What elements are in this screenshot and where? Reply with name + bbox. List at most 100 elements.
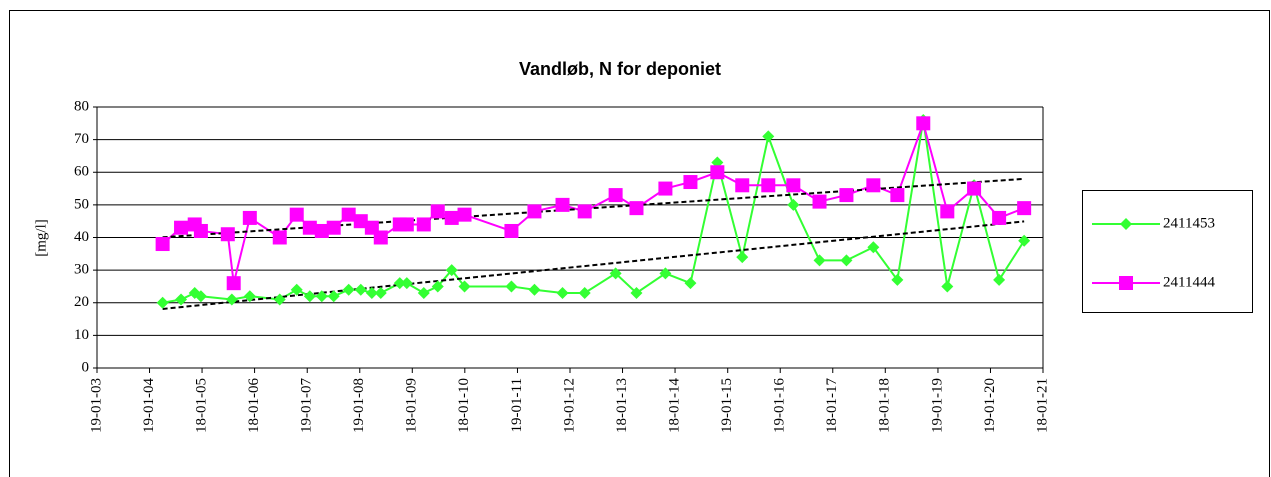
- data-point: [505, 280, 518, 293]
- data-point: [341, 207, 356, 222]
- data-point: [762, 130, 775, 143]
- x-tick-label: 19-01-15: [719, 378, 735, 433]
- data-point: [194, 290, 207, 303]
- data-point: [327, 290, 340, 303]
- data-point: [710, 165, 725, 180]
- data-point: [353, 214, 368, 229]
- data-point: [813, 254, 826, 267]
- data-point: [609, 267, 622, 280]
- x-tick-label: 19-01-20: [982, 378, 998, 433]
- chart-title: Vandløb, N for deponiet: [519, 59, 721, 79]
- data-point: [273, 293, 286, 306]
- x-tick-label: 19-01-08: [351, 378, 367, 433]
- x-tick-label: 18-01-21: [1034, 378, 1050, 433]
- data-point: [290, 283, 303, 296]
- data-point: [302, 220, 317, 235]
- data-point: [577, 204, 592, 219]
- data-point: [374, 286, 387, 299]
- data-point: [445, 264, 458, 277]
- data-point: [400, 277, 413, 290]
- data-point: [315, 290, 328, 303]
- data-point: [658, 181, 673, 196]
- series-line: [161, 119, 1025, 284]
- data-point: [303, 290, 316, 303]
- data-point: [193, 223, 208, 238]
- x-tick-label: 19-01-07: [299, 378, 315, 433]
- y-tick-label: 60: [74, 164, 89, 180]
- data-point: [839, 188, 854, 203]
- data-point: [1120, 218, 1132, 230]
- data-point: [504, 223, 519, 238]
- data-point: [941, 280, 954, 293]
- x-tick-label: 19-01-12: [561, 378, 577, 433]
- y-tick-label: 50: [74, 196, 89, 212]
- legend-label: 2411453: [1163, 215, 1215, 231]
- data-point: [365, 286, 378, 299]
- data-point: [226, 276, 241, 291]
- data-point: [272, 230, 287, 245]
- data-point: [174, 220, 189, 235]
- y-tick-label: 0: [82, 359, 90, 375]
- data-point: [555, 197, 570, 212]
- data-point: [787, 198, 800, 211]
- data-point: [417, 286, 430, 299]
- x-tick-label: 19-01-03: [88, 378, 104, 433]
- data-point: [220, 227, 235, 242]
- x-tick-label: 18-01-10: [456, 378, 472, 433]
- x-tick-label: 18-01-17: [824, 378, 840, 433]
- data-point: [940, 204, 955, 219]
- data-point: [444, 210, 459, 225]
- x-tick-label: 18-01-14: [666, 378, 682, 433]
- y-tick-label: 80: [74, 98, 89, 114]
- data-point: [289, 207, 304, 222]
- data-point: [578, 286, 591, 299]
- data-point: [416, 217, 431, 232]
- x-tick-label: 19-01-11: [509, 378, 525, 432]
- data-point: [891, 273, 904, 286]
- data-point: [890, 188, 905, 203]
- x-tick-label: 18-01-13: [614, 378, 630, 433]
- y-tick-label: 40: [74, 229, 89, 245]
- data-point: [761, 178, 776, 193]
- legend-label: 2411444: [1163, 274, 1215, 290]
- data-point: [840, 254, 853, 267]
- data-point: [373, 230, 388, 245]
- x-tick-label: 19-01-16: [772, 378, 788, 433]
- data-point: [735, 178, 750, 193]
- data-point: [430, 204, 445, 219]
- legend-box: [1082, 190, 1253, 313]
- data-point: [527, 204, 542, 219]
- data-point: [992, 210, 1007, 225]
- data-point: [867, 241, 880, 254]
- data-point: [175, 293, 188, 306]
- data-point: [608, 188, 623, 203]
- data-point: [354, 283, 367, 296]
- data-point: [786, 178, 801, 193]
- data-point: [684, 277, 697, 290]
- data-point: [314, 223, 329, 238]
- y-tick-label: 70: [74, 131, 89, 147]
- data-point: [1017, 201, 1032, 216]
- x-tick-label: 19-01-04: [141, 378, 157, 433]
- y-tick-label: 10: [74, 327, 89, 343]
- data-point: [916, 116, 931, 131]
- x-tick-label: 19-01-19: [929, 378, 945, 433]
- data-point: [156, 296, 169, 309]
- y-tick-label: 30: [74, 262, 89, 278]
- data-point: [393, 277, 406, 290]
- data-point: [431, 280, 444, 293]
- x-tick-label: 18-01-18: [877, 378, 893, 433]
- x-tick-label: 18-01-09: [404, 378, 420, 433]
- data-point: [683, 175, 698, 190]
- y-axis-label: [mg/l]: [33, 219, 49, 257]
- data-point: [1119, 276, 1133, 290]
- data-point: [242, 210, 257, 225]
- y-tick-label: 20: [74, 294, 89, 310]
- data-point: [630, 286, 643, 299]
- data-point: [659, 267, 672, 280]
- data-point: [326, 220, 341, 235]
- data-point: [225, 293, 238, 306]
- x-tick-label: 18-01-06: [246, 378, 262, 433]
- x-tick-label: 18-01-05: [193, 378, 209, 433]
